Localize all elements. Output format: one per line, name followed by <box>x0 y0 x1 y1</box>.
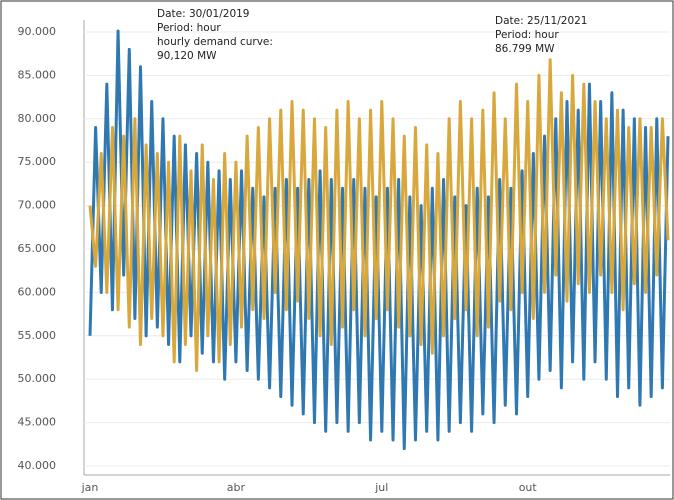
y-tick-label: 65.000 <box>18 242 57 255</box>
annotation-line: Period: hour <box>495 29 559 41</box>
y-tick-label: 60.000 <box>18 285 57 298</box>
plot: 40.000 45.000 50.000 55.000 60.000 65.000 70.0… <box>18 25 670 494</box>
annotation-line: Period: hour <box>157 22 221 34</box>
annotation-line: Date: 25/11/2021 <box>495 15 588 27</box>
y-tick-label: 40.000 <box>18 459 57 472</box>
annotation-line: hourly demand curve: <box>157 36 273 48</box>
x-tick-label: jul <box>374 481 388 494</box>
y-tick-label: 75.000 <box>18 155 57 168</box>
annotation-line: 90,120 MW <box>157 50 217 62</box>
y-tick-label: 45.000 <box>18 416 57 429</box>
annotation-line: Date: 30/01/2019 <box>157 8 250 20</box>
y-tick-label: 85.000 <box>18 68 57 81</box>
x-tick-label: abr <box>227 481 246 494</box>
y-tick-label: 70.000 <box>18 199 57 212</box>
series-line <box>88 58 670 373</box>
annotation: Date: 30/01/2019 Period: hour hourly dem… <box>157 8 273 62</box>
x-tick-label: jan <box>81 481 99 494</box>
y-tick-label: 50.000 <box>18 372 57 385</box>
y-tick-label: 80.000 <box>18 112 57 125</box>
series-line <box>88 29 670 451</box>
annotation-line: 86.799 MW <box>495 43 555 55</box>
y-tick-label: 55.000 <box>18 329 57 342</box>
x-tick-label: out <box>519 481 538 494</box>
annotation: Date: 25/11/2021 Period: hour 86.799 MW <box>495 15 588 55</box>
y-tick-label: 90.000 <box>18 25 57 38</box>
